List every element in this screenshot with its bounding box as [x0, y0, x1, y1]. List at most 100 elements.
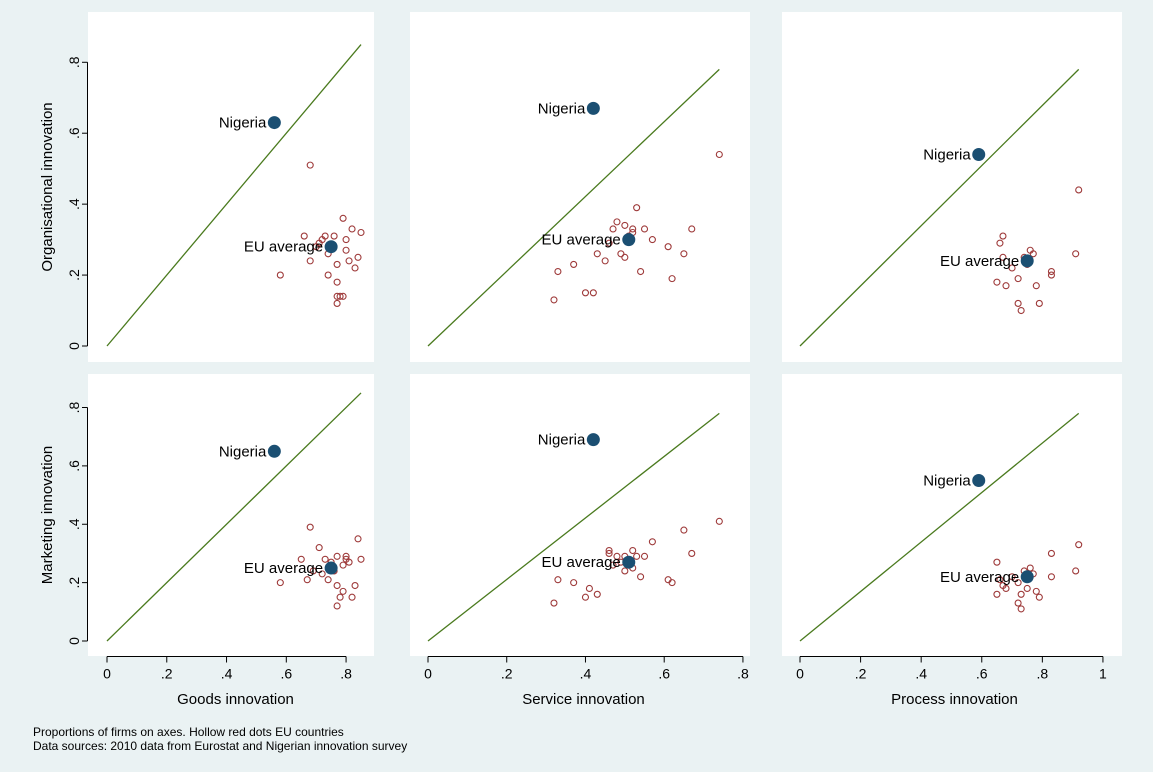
panel-1-eu-country-point: [321, 232, 329, 240]
panel-5-x-tick-label: .4: [580, 666, 592, 682]
panel-5-annotation-eu-average: EU average: [542, 554, 621, 571]
panel-5-eu-country-point: [585, 584, 593, 593]
panel-6-x-tick-label: .4: [915, 666, 927, 682]
panel-6-annotation-eu-average: EU average: [940, 569, 1019, 586]
panel-3-eu-country-point: [1014, 299, 1022, 307]
panel-1-y-tick-label: .2: [66, 269, 82, 281]
panel-3-eu-country-point: [993, 278, 1001, 286]
panel-4-highlight-point: [267, 444, 281, 458]
panel-4-eu-country-point: [321, 555, 329, 563]
panel-1-eu-country-point: [357, 228, 365, 237]
panel-3-eu-country-point: [999, 232, 1007, 240]
panel-6-eu-country-point: [1014, 579, 1022, 587]
panel-1-eu-country-point: [306, 257, 314, 265]
panel-5-eu-country-point: [640, 552, 649, 560]
panel-3-eu-country-point: [1008, 264, 1016, 272]
panel-1-y-tick-label: .6: [66, 127, 82, 139]
panel-1-eu-country-point: [339, 292, 347, 300]
panel-2-eu-country-point: [621, 221, 629, 229]
panel-1-eu-country-point: [330, 232, 338, 240]
panel-6-annotation-nigeria: Nigeria: [923, 472, 971, 489]
panel-6-eu-country-point: [993, 558, 1001, 566]
panel-1-eu-country-point: [276, 271, 284, 279]
panel-5-highlight-point: [622, 555, 636, 569]
panel-4-eu-country-point: [297, 555, 305, 563]
panel-1-eu-country-point: [333, 299, 341, 307]
panel-4-eu-country-point: [345, 558, 353, 566]
panel-4-eu-country-point: [303, 576, 311, 584]
panel-5-eu-country-point: [570, 579, 578, 587]
panel-2-eu-country-point: [601, 257, 609, 265]
panel-2-eu-country-point: [621, 253, 629, 261]
panel-1-eu-country-point: [324, 271, 332, 279]
panel-2-diagonal-line: [427, 68, 720, 347]
panel-4-y-tick-label: .8: [66, 401, 82, 413]
panel-3-eu-country-point: [1047, 271, 1055, 279]
panel-4-highlight-point: [324, 561, 338, 575]
panel-3-eu-country-point: [1047, 267, 1055, 276]
panel-2-eu-country-point: [581, 289, 590, 297]
panel-4-x-tick-label: 0: [103, 666, 111, 682]
panel-5-eu-country-point: [593, 590, 601, 598]
panel-6-highlight-point: [1020, 570, 1034, 584]
panel-1-highlight-point: [324, 240, 338, 254]
panel-2-eu-country-point: [617, 250, 625, 258]
panel-1-eu-country-point: [339, 214, 347, 222]
panel-3-highlight-point: [1020, 254, 1034, 268]
panel-6-eu-country-point: [1014, 599, 1022, 607]
panel-5-eu-country-point: [633, 552, 641, 560]
panel-2-eu-country-point: [668, 275, 676, 283]
panel-3-eu-country-point: [999, 253, 1007, 261]
panel-3-eu-country-point: [1017, 306, 1025, 315]
panel-5-eu-country-point: [648, 538, 656, 546]
panel-4-eu-country-point: [348, 593, 356, 601]
note-line-2: Data sources: 2010 data from Eurostat an…: [33, 739, 408, 753]
panel-3-eu-country-point: [1014, 275, 1022, 283]
panel-6-eu-country-point: [993, 590, 1001, 598]
panel-4-eu-country-point: [342, 552, 350, 560]
panel-1-background: [88, 12, 374, 362]
panel-4-eu-country-point: [336, 593, 344, 601]
panel-3-eu-country-point: [1032, 282, 1040, 290]
panel-3-annotation-nigeria: Nigeria: [923, 146, 971, 163]
panel-4-y-tick-label: .6: [66, 460, 82, 472]
panel-3-annotation-eu-average: EU average: [940, 253, 1019, 270]
panel-2-eu-country-point: [570, 260, 578, 268]
panel-4-x-axis-label: Goods innovation: [177, 691, 294, 708]
panel-5-eu-country-point: [621, 567, 629, 575]
panel-4-eu-country-point: [333, 602, 341, 610]
panel-1-y-tick-label: .8: [66, 56, 82, 68]
panel-2-eu-country-point: [589, 289, 597, 297]
panel-3-eu-country-point: [1029, 250, 1037, 258]
panel-6-eu-country-point: [1026, 564, 1034, 572]
panel-2-annotation-nigeria: Nigeria: [538, 100, 586, 117]
panel-5-eu-country-point: [605, 546, 613, 555]
panel-2-eu-country-point: [648, 236, 656, 244]
panel-3-eu-country-point: [1072, 250, 1080, 258]
panel-1-y-tick-label: .4: [66, 198, 82, 210]
panel-6-eu-country-point: [1017, 590, 1025, 598]
panel-4-eu-country-point: [339, 587, 347, 595]
panel-5-annotation-nigeria: Nigeria: [538, 432, 586, 449]
panel-1-eu-country-point: [345, 257, 353, 265]
panel-5-background: [410, 374, 750, 656]
panel-1-annotation-nigeria: Nigeria: [219, 115, 267, 132]
panel-5-eu-country-point: [581, 593, 590, 601]
panel-5-eu-country-point: [609, 561, 617, 569]
panel-5-eu-country-point: [629, 546, 637, 555]
panel-2-eu-country-point: [609, 225, 617, 233]
panel-6-x-tick-label: 0: [796, 666, 804, 682]
panel-2-eu-country-point: [593, 250, 601, 258]
panel-6-x-tick-label: .6: [976, 666, 988, 682]
panel-2-eu-country-point: [633, 204, 641, 212]
panel-6-eu-country-point: [996, 576, 1004, 584]
panel-5-x-tick-label: .2: [501, 666, 513, 682]
panel-4-x-tick-label: .8: [340, 666, 352, 682]
panel-2-eu-country-point: [640, 225, 649, 233]
panel-4-y-tick-label: 0: [66, 637, 82, 645]
panel-3-eu-country-point: [996, 239, 1004, 247]
panel-2-eu-country-point: [688, 225, 696, 233]
panel-2-background: [410, 12, 750, 362]
panel-1-eu-country-point: [342, 236, 350, 244]
